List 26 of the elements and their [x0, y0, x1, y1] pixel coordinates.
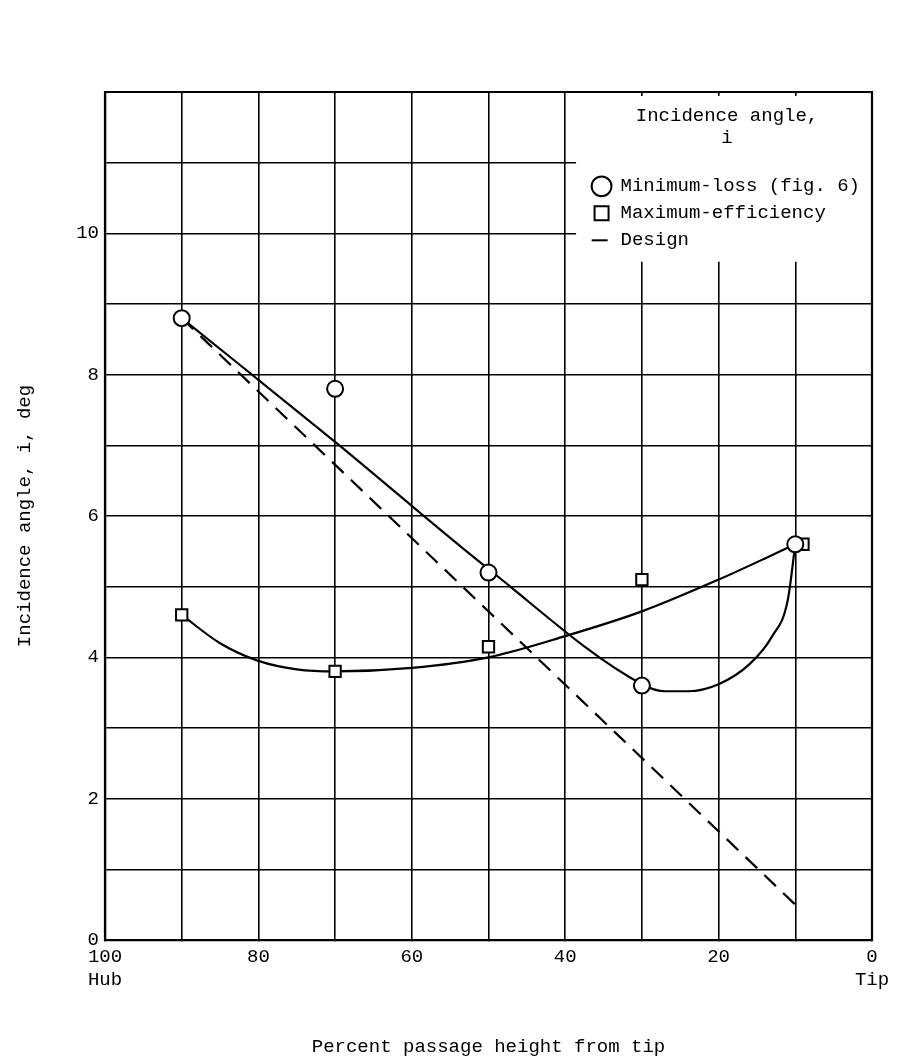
y-tick-label: 4 [87, 646, 99, 669]
point [479, 563, 498, 582]
point [175, 608, 189, 622]
x-tick-label: 40 [553, 946, 577, 969]
x-tick-label: 80 [246, 946, 270, 969]
legend-label: Design [620, 229, 689, 252]
x-tick-label: 0 Tip [854, 946, 890, 992]
x-tick-label: 20 [707, 946, 731, 969]
y-tick-label: 2 [87, 787, 99, 810]
legend-title: Incidence angle, i [635, 104, 819, 150]
point [786, 535, 805, 554]
point [172, 309, 191, 328]
y-axis-title: Incidence angle, i, deg [14, 384, 37, 648]
point [481, 640, 496, 654]
x-tick-label: 100 Hub [87, 946, 123, 992]
point [328, 664, 342, 679]
y-tick-label: 10 [76, 222, 99, 245]
y-tick-label: 8 [87, 363, 99, 386]
point [635, 572, 649, 587]
y-tick-label: 6 [87, 505, 99, 528]
legend-label: Maximum-efficiency [620, 202, 826, 225]
legend-label: Minimum-loss (fig. 6) [620, 175, 861, 198]
x-axis-title: Percent passage height from tip [311, 1035, 666, 1058]
point [326, 379, 345, 398]
point [632, 676, 651, 695]
x-tick-label: 60 [400, 946, 424, 969]
